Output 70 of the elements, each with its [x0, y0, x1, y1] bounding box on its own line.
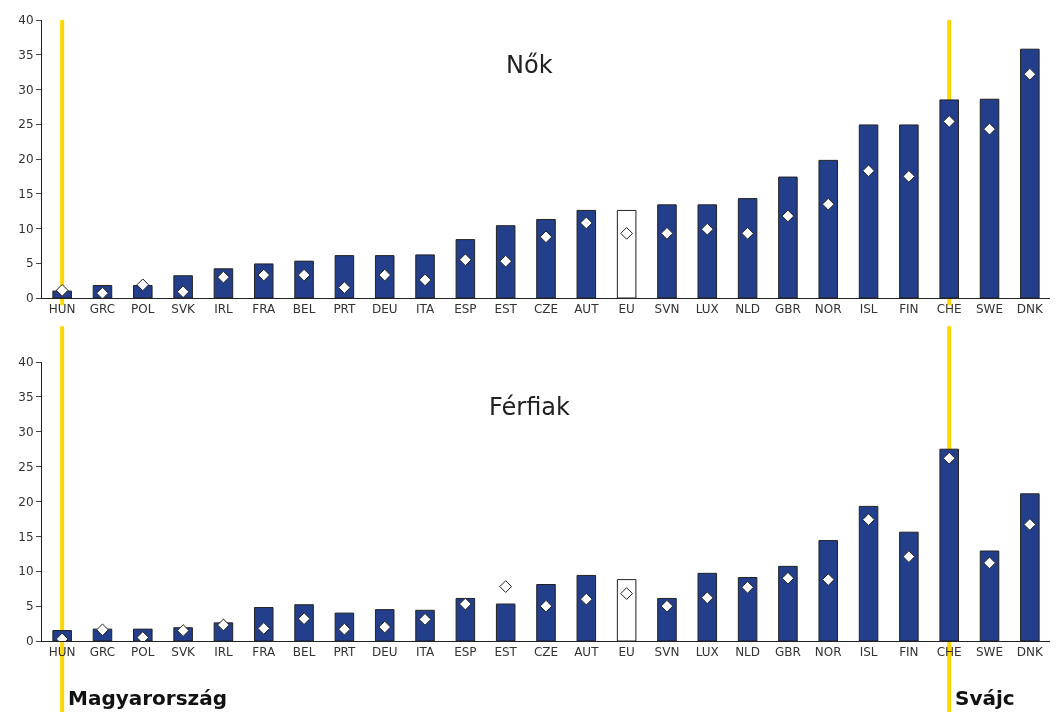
x-tick-label: LUX [695, 302, 719, 317]
x-tick-label: CZE [533, 645, 559, 660]
x-tick-label: HUN [48, 302, 76, 317]
x-tick-label: FIN [899, 302, 919, 317]
x-tick-label: SVN [654, 645, 680, 660]
x-tick-label: DEU [371, 302, 398, 317]
x-tick-label: POL [131, 302, 155, 317]
ref-line-label: Svájc [955, 686, 1015, 710]
y-tick-label: 25 [18, 117, 34, 132]
x-tick-label: NLD [735, 302, 761, 317]
x-tick-label: ESP [454, 302, 477, 317]
x-tick-label: BEL [292, 645, 316, 660]
x-tick-label: NOR [814, 302, 842, 317]
x-tick-label: CZE [533, 302, 559, 317]
y-tick-label: 35 [18, 47, 34, 62]
x-tick-label: GBR [774, 302, 801, 317]
ref-line-label: Magyarország [68, 686, 228, 710]
x-tick-label: ITA [415, 645, 435, 660]
y-tick-label: 5 [25, 256, 34, 271]
x-tick-label: BEL [292, 302, 316, 317]
x-tick-label: GRC [89, 302, 116, 317]
y-tick-label: 40 [18, 355, 34, 370]
x-tick-label: GRC [89, 645, 116, 660]
x-tick-label: SVK [171, 302, 197, 317]
x-tick-label: ISL [859, 302, 878, 317]
x-tick-label: FRA [252, 302, 277, 317]
x-tick-label: FIN [899, 645, 919, 660]
y-tick-label: 5 [25, 599, 34, 614]
y-tick-label: 10 [18, 564, 34, 579]
x-tick-label: DNK [1016, 302, 1045, 317]
y-tick-label: 20 [18, 152, 34, 167]
y-tick-label: 0 [25, 291, 34, 306]
x-tick-label: EU [618, 302, 635, 317]
y-tick-label: 30 [18, 424, 34, 439]
x-tick-label: AUT [574, 645, 600, 660]
x-tick-label: NLD [735, 645, 761, 660]
text: Férfiak [489, 393, 570, 421]
y-tick-label: 10 [18, 221, 34, 236]
y-tick-label: 0 [25, 634, 34, 649]
x-tick-label: SWE [975, 302, 1004, 317]
x-tick-label: SVK [171, 645, 197, 660]
x-tick-label: EST [494, 302, 518, 317]
y-tick-label: 30 [18, 82, 34, 97]
x-tick-label: PRT [333, 645, 357, 660]
x-tick-label: LUX [695, 645, 719, 660]
y-tick-label: 20 [18, 494, 34, 509]
x-tick-label: NOR [814, 645, 842, 660]
x-tick-label: ISL [859, 645, 878, 660]
x-tick-label: DEU [371, 645, 398, 660]
y-tick-label: 35 [18, 390, 34, 405]
x-tick-label: SWE [975, 645, 1004, 660]
x-tick-label: ITA [415, 302, 435, 317]
y-tick-label: 40 [18, 13, 34, 28]
x-tick-label: PRT [333, 302, 357, 317]
x-tick-label: IRL [214, 645, 234, 660]
x-tick-label: AUT [574, 302, 600, 317]
x-tick-label: GBR [774, 645, 801, 660]
x-tick-label: DNK [1016, 645, 1045, 660]
x-tick-label: EU [618, 645, 635, 660]
x-tick-label: POL [131, 645, 155, 660]
x-tick-label: FRA [252, 645, 277, 660]
x-tick-label: ESP [454, 645, 477, 660]
x-tick-label: EST [494, 645, 518, 660]
x-tick-label: SVN [654, 302, 680, 317]
text: Nők [506, 51, 553, 79]
x-tick-label: CHE [936, 302, 962, 317]
x-tick-label: IRL [214, 302, 234, 317]
y-tick-label: 15 [18, 529, 34, 544]
y-tick-label: 15 [18, 186, 34, 201]
y-tick-label: 25 [18, 459, 34, 474]
